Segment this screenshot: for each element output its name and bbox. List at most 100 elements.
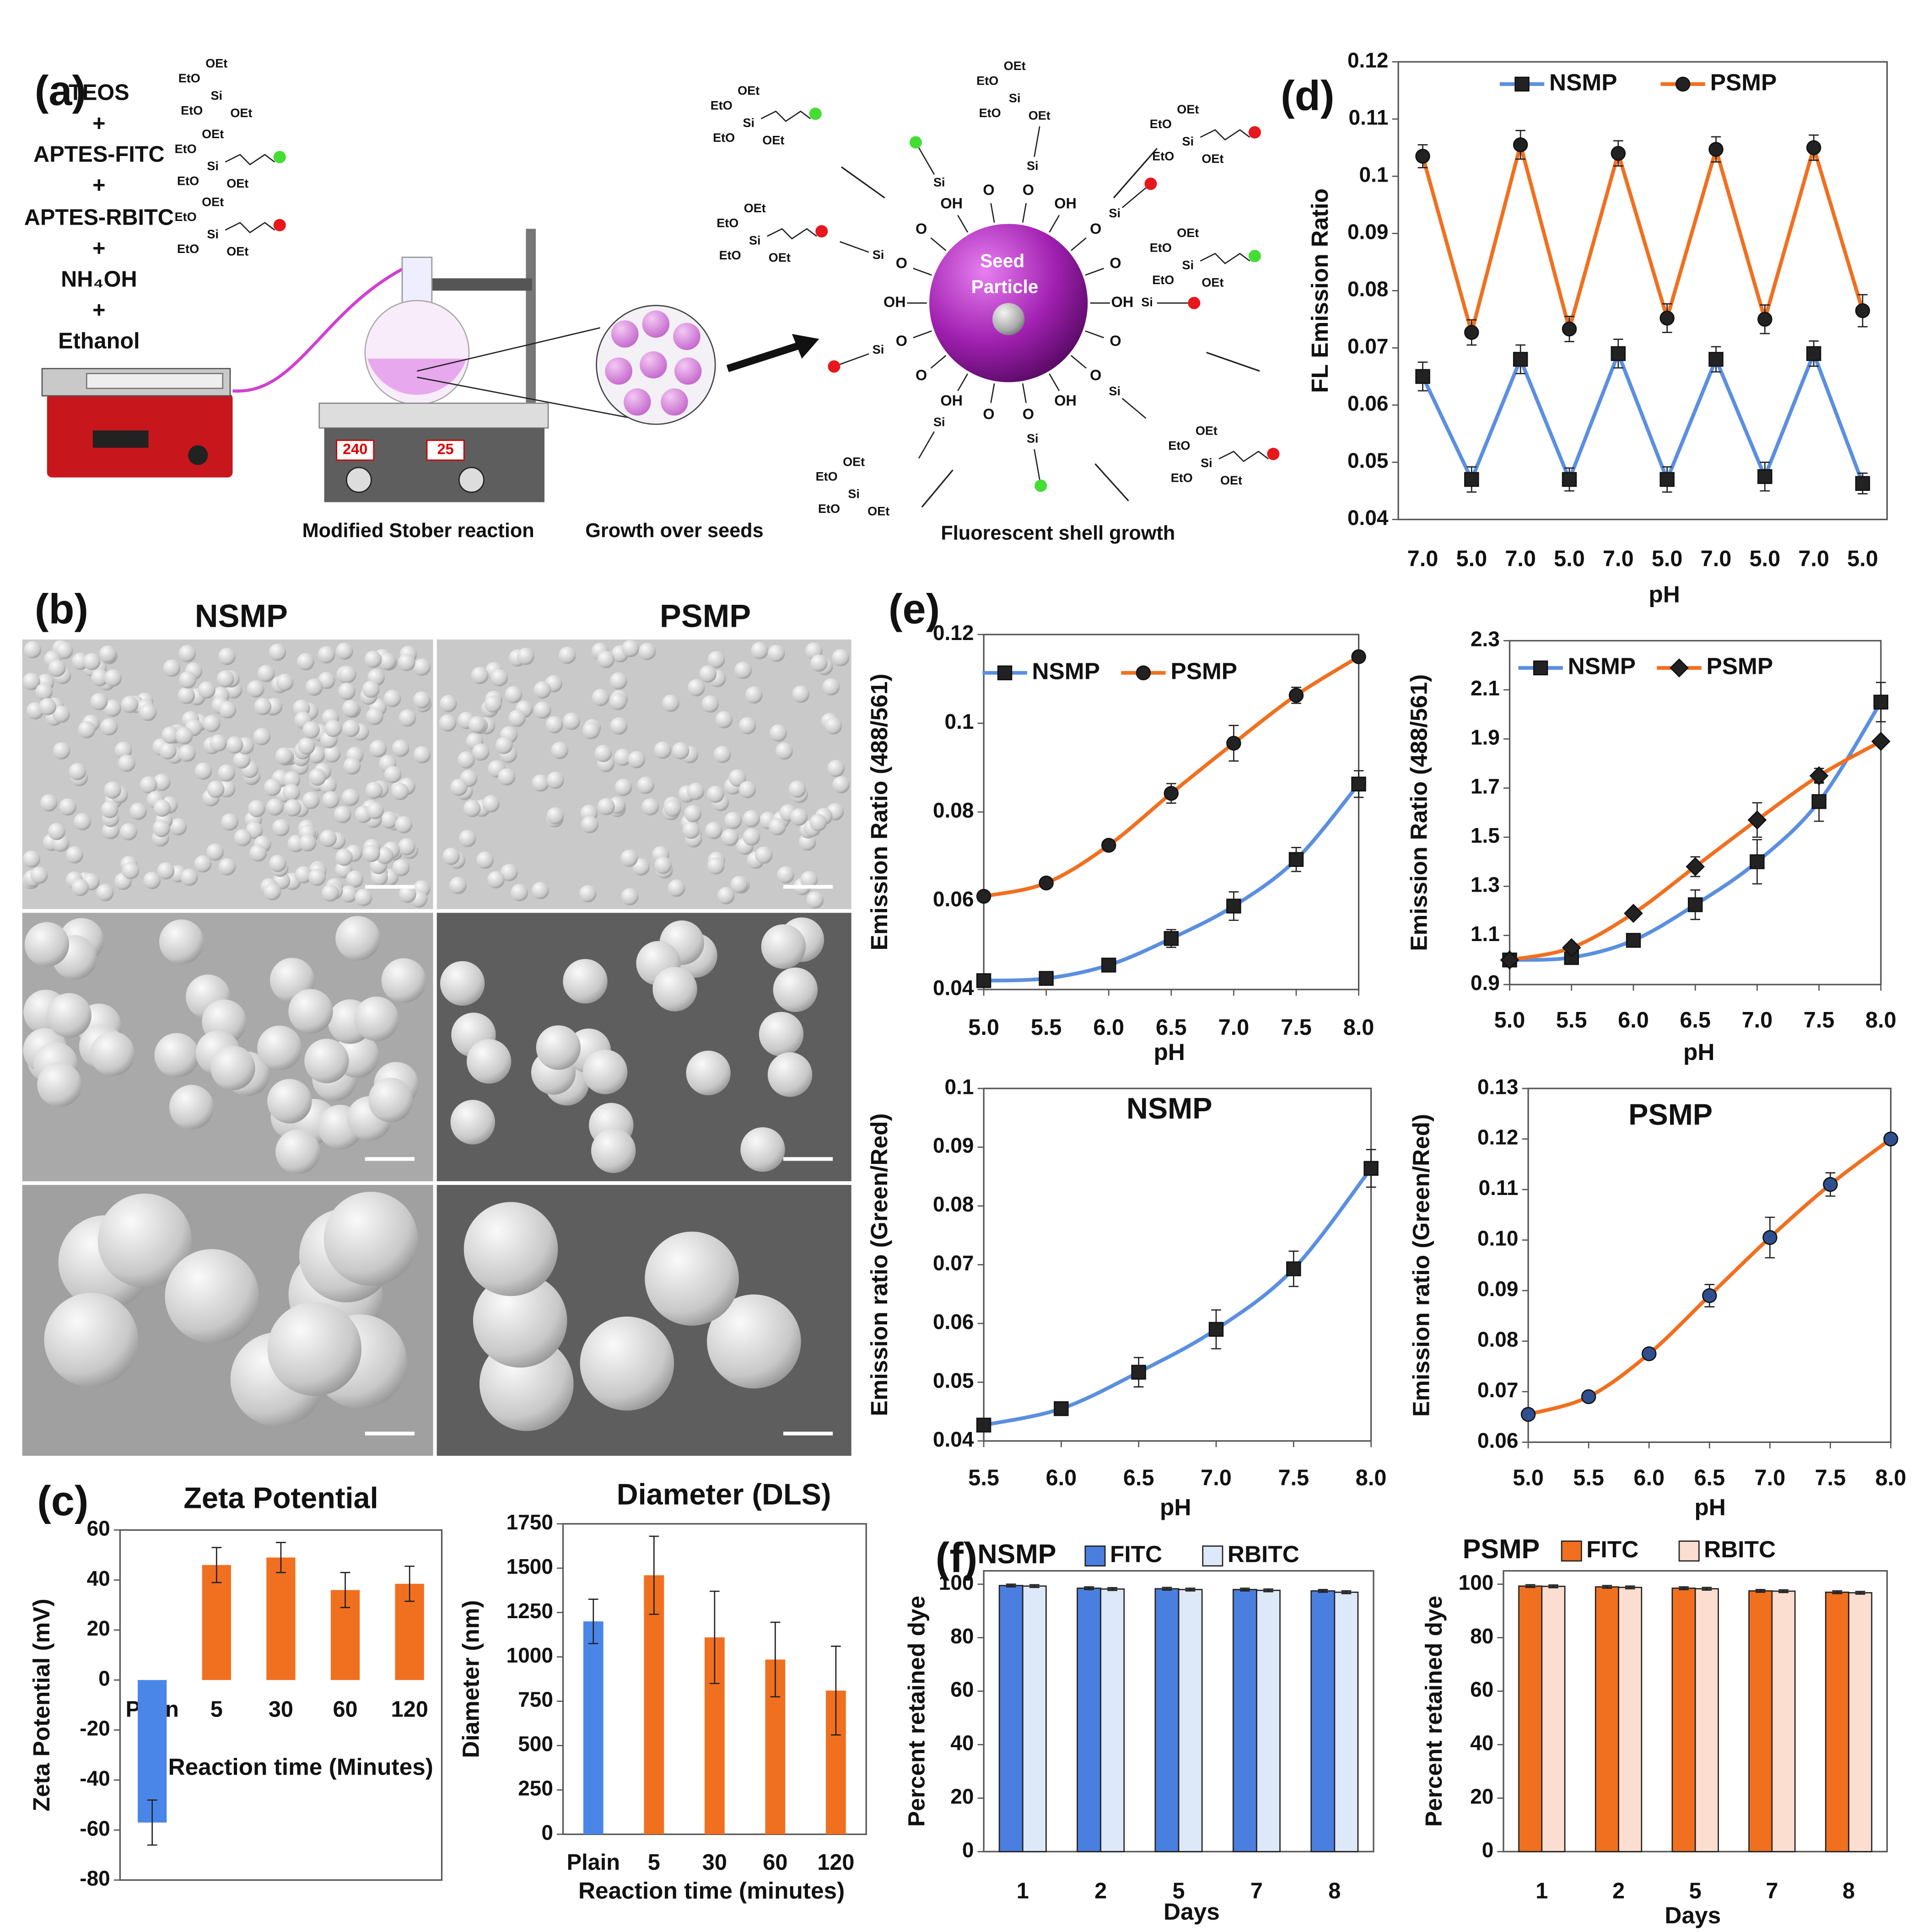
x-tick-label: 1 (1535, 1878, 1548, 1903)
marker (1747, 810, 1767, 830)
microparticle (652, 967, 697, 1012)
error-bar (404, 1566, 415, 1602)
ligand (957, 215, 969, 233)
microparticle (614, 748, 632, 766)
error-bar (1602, 1585, 1612, 1589)
y-tick-label: 40 (87, 1566, 110, 1590)
plot-frame (1509, 640, 1882, 985)
y-tick-label: 0.05 (1347, 449, 1388, 473)
x-tick-label: 5.0 (1494, 1008, 1525, 1033)
line (1509, 701, 1883, 962)
microparticle (609, 672, 627, 690)
y-tick-label: 0.11 (1349, 105, 1389, 129)
chem-group: EtO (818, 502, 840, 516)
chem-group: OEt (1201, 152, 1223, 166)
microparticle (378, 652, 396, 670)
x-tick-label: 5.5 (1031, 1015, 1062, 1040)
microparticle (715, 711, 733, 729)
marker (1659, 472, 1675, 487)
marker (976, 1417, 991, 1433)
chem-group: OH (1054, 392, 1077, 409)
dye-dot (273, 151, 286, 163)
error-bar (1185, 1588, 1196, 1592)
microparticle (440, 961, 485, 1006)
microparticle (83, 653, 101, 670)
bar (1310, 1590, 1336, 1852)
legend-label: PSMP (1170, 657, 1237, 684)
marker (1288, 688, 1304, 703)
microparticle (743, 810, 760, 828)
microparticle (776, 742, 793, 760)
bar (1518, 1585, 1543, 1852)
microparticle (323, 745, 341, 763)
dye-dot (815, 225, 828, 238)
marker (1708, 352, 1724, 367)
chain (1034, 126, 1040, 157)
x-tick-label: 8 (1843, 1878, 1855, 1903)
microparticle (55, 641, 73, 659)
microparticle (582, 1049, 628, 1094)
y-tick-label: 100 (1459, 1571, 1494, 1594)
chem-group: EtO (1171, 471, 1193, 484)
chem-group: EtO (177, 242, 199, 256)
microparticle (74, 813, 92, 830)
bar (1595, 1586, 1619, 1852)
chem-group: OEt (202, 127, 224, 141)
marker (1131, 1365, 1146, 1380)
x-tick-label: 5.5 (1573, 1465, 1604, 1490)
chem-group: Si (743, 116, 754, 130)
y-tick-label: 1250 (506, 1599, 553, 1623)
microparticle (257, 665, 275, 682)
marker (1624, 904, 1643, 923)
microparticle (267, 1079, 312, 1124)
legend-label: NSMP (1568, 653, 1636, 679)
microparticle (218, 858, 236, 876)
x-tick-label: 5.0 (1513, 1465, 1544, 1490)
y-tick-label: 0.04 (933, 976, 974, 1000)
error-bar (1548, 1584, 1558, 1588)
microparticle (622, 640, 640, 657)
ligand (1071, 355, 1087, 369)
x-tick-label: 7.0 (1798, 547, 1829, 571)
microparticle (305, 678, 323, 696)
microparticle (413, 746, 431, 764)
y-tick-label: 0.10 (1477, 1227, 1518, 1250)
y-tick-label: 0 (962, 1838, 974, 1862)
flask-neck (401, 256, 433, 307)
microparticle (591, 1128, 636, 1173)
chem-group: Si (933, 175, 945, 189)
microparticle (721, 829, 739, 846)
microparticle (684, 805, 702, 823)
microparticle (335, 642, 353, 660)
microparticle (178, 687, 195, 705)
y-axis-label: Emission Ratio (488/561) (866, 673, 892, 950)
microparticle (37, 1062, 82, 1107)
marker (1871, 732, 1891, 751)
microparticle (264, 883, 281, 900)
microparticle (806, 891, 824, 909)
microparticle (533, 701, 551, 719)
microparticle (276, 673, 294, 691)
chem-group: EtO (711, 99, 733, 113)
bar (1232, 1589, 1257, 1852)
chem-group: O (896, 333, 907, 349)
microparticle (102, 822, 119, 840)
microparticle (267, 1302, 362, 1396)
microparticle (247, 680, 264, 698)
y-tick-label: 1.9 (1471, 725, 1500, 749)
bar (266, 1557, 296, 1680)
microparticle (738, 780, 756, 798)
dye-dot (273, 219, 286, 231)
x-tick-label: 7.0 (1505, 547, 1536, 571)
line (1421, 348, 1864, 484)
y-tick-label: 0.1 (945, 1075, 974, 1098)
tubing (232, 264, 409, 393)
dye-dot (1248, 126, 1261, 139)
microparticle (40, 794, 58, 812)
x-tick-label: 7.5 (1278, 1465, 1309, 1490)
microparticle (169, 818, 187, 836)
y-tick-label: 0 (541, 1821, 553, 1845)
microparticle (827, 759, 845, 777)
chem-group: Si (1009, 91, 1021, 105)
microparticle (297, 653, 314, 671)
